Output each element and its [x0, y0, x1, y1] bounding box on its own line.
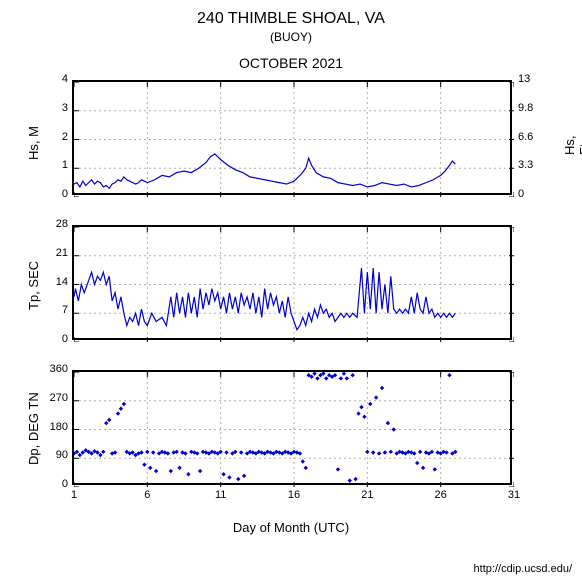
- ytick-label: 21: [56, 247, 68, 259]
- ytick-label-right: 0: [518, 188, 524, 200]
- dp-chart: [72, 370, 512, 485]
- ytick-label: 360: [50, 363, 68, 375]
- ytick-label-right: 13: [518, 73, 530, 85]
- ytick-label: 0: [62, 188, 68, 200]
- ytick-label: 14: [56, 276, 68, 288]
- ytick-label: 0: [62, 478, 68, 490]
- xtick-label: 1: [64, 489, 84, 501]
- page-title: 240 THIMBLE SHOAL, VA: [0, 10, 582, 28]
- hs-ylabel: Hs, M: [26, 126, 41, 160]
- ytick-label: 4: [62, 73, 68, 85]
- ytick-label: 28: [56, 218, 68, 230]
- ytick-label: 2: [62, 131, 68, 143]
- hs-chart: [72, 80, 512, 195]
- ytick-label-right: 3.3: [518, 159, 533, 171]
- ytick-label-right: 9.8: [518, 102, 533, 114]
- tp-ylabel: Tp, SEC: [26, 261, 41, 310]
- xtick-label: 21: [357, 489, 377, 501]
- ytick-label: 0: [62, 333, 68, 345]
- xtick-label: 6: [137, 489, 157, 501]
- dp-ylabel: Dp, DEG TN: [26, 392, 41, 465]
- hs-ylabel-right: Hs, Ft: [562, 135, 582, 155]
- xtick-label: 16: [284, 489, 304, 501]
- ytick-label: 1: [62, 159, 68, 171]
- ytick-label: 3: [62, 102, 68, 114]
- xtick-label: 11: [211, 489, 231, 501]
- page-subtitle: (BUOY): [0, 30, 582, 44]
- ytick-label: 7: [62, 304, 68, 316]
- xtick-label: 26: [431, 489, 451, 501]
- tp-chart: [72, 225, 512, 340]
- month-title: OCTOBER 2021: [0, 55, 582, 71]
- ytick-label: 180: [50, 421, 68, 433]
- footer-url: http://cdip.ucsd.edu/: [474, 563, 572, 575]
- x-axis-label: Day of Month (UTC): [0, 520, 582, 535]
- xtick-label: 31: [504, 489, 524, 501]
- ytick-label-right: 6.6: [518, 131, 533, 143]
- ytick-label: 90: [56, 449, 68, 461]
- ytick-label: 270: [50, 392, 68, 404]
